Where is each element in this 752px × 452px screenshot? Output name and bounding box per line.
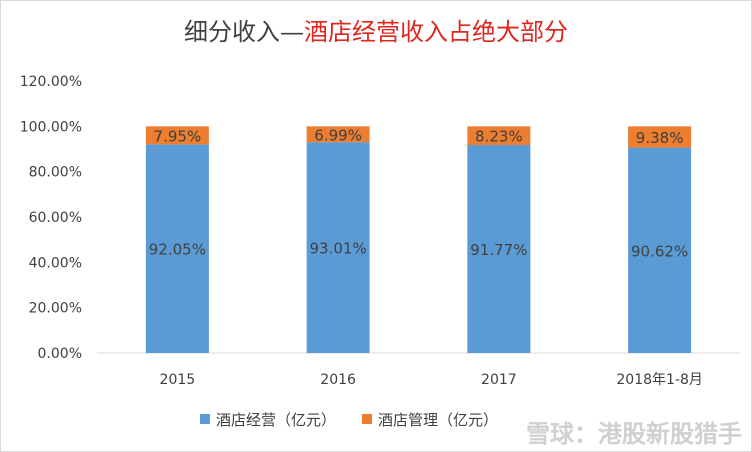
bar-segment	[145, 126, 209, 145]
y-tick-label: 100.00%	[20, 119, 82, 135]
data-label: 92.05%	[149, 241, 206, 259]
data-label: 8.23%	[475, 128, 523, 146]
bar-segment	[467, 144, 531, 353]
x-tick-label: 2017	[481, 372, 517, 388]
legend-item-hotel-operation: 酒店经营（亿元）	[200, 409, 336, 430]
y-tick-label: 60.00%	[29, 210, 82, 226]
data-label: 90.62%	[631, 242, 688, 260]
y-tick-label: 20.00%	[29, 301, 82, 317]
y-tick-label: 80.00%	[29, 165, 82, 181]
y-tick-label: 120.00%	[20, 74, 82, 90]
legend-swatch-hotel-management	[362, 414, 373, 424]
legend-label-hotel-operation: 酒店经营（亿元）	[216, 410, 337, 429]
chart-title-main: 细分收入—	[184, 18, 304, 46]
bar-segment	[628, 147, 692, 353]
data-label: 7.95%	[154, 127, 202, 145]
data-label: 91.77%	[470, 241, 527, 259]
chart-title: 细分收入—酒店经营收入占绝大部分	[0, 12, 752, 47]
x-tick-label: 2015	[160, 372, 196, 388]
data-label: 6.99%	[314, 126, 362, 144]
legend-label-hotel-management: 酒店管理（亿元）	[378, 410, 499, 429]
bar-segment	[306, 142, 370, 353]
watermark: 雪球：港股新股猎手	[526, 420, 742, 448]
y-tick-label: 0.00%	[38, 346, 82, 362]
bar-segment	[145, 144, 209, 353]
data-label: 93.01%	[310, 240, 367, 258]
legend-item-hotel-management: 酒店管理（亿元）	[362, 409, 498, 430]
legend-swatch-hotel-operation	[200, 414, 210, 424]
bar-segment	[628, 126, 692, 148]
data-label: 9.38%	[636, 129, 684, 147]
bar-segment	[306, 126, 370, 143]
x-tick-label: 2018年1-8月	[616, 372, 703, 388]
bar-segment	[467, 126, 531, 145]
chart-title-accent: 酒店经营收入占绝大部分	[304, 18, 568, 46]
x-tick-label: 2016	[320, 372, 356, 388]
y-tick-label: 40.00%	[29, 255, 82, 271]
legend: 酒店经营（亿元） 酒店管理（亿元）	[200, 407, 498, 431]
